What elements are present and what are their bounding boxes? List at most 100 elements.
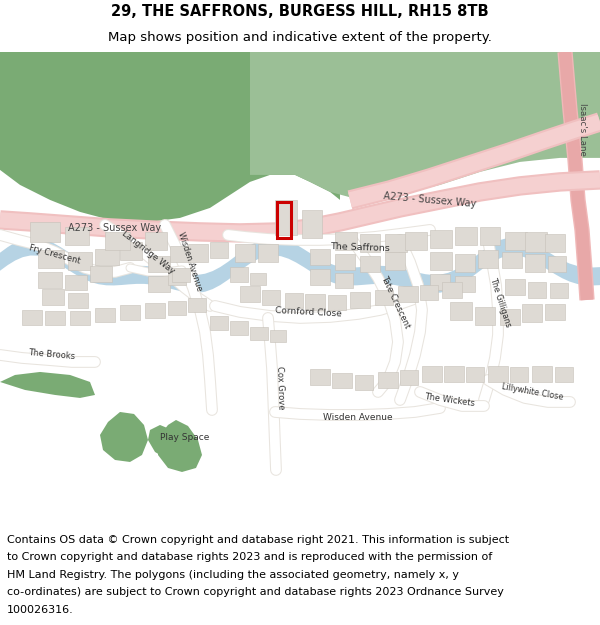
Bar: [350, 292, 370, 308]
Bar: [378, 372, 398, 388]
Bar: [38, 272, 62, 288]
Bar: [210, 316, 228, 330]
Polygon shape: [250, 52, 600, 200]
Polygon shape: [0, 52, 340, 222]
Bar: [65, 275, 87, 290]
Bar: [240, 286, 260, 302]
Bar: [250, 273, 266, 285]
Text: The Brooks: The Brooks: [28, 348, 76, 361]
Bar: [168, 301, 186, 315]
Bar: [262, 290, 280, 305]
Bar: [65, 227, 89, 245]
Bar: [398, 286, 418, 302]
Bar: [550, 283, 568, 298]
Bar: [90, 266, 112, 282]
Bar: [230, 267, 248, 282]
Bar: [95, 308, 115, 322]
Bar: [385, 252, 405, 270]
Bar: [505, 232, 527, 250]
Text: Langridge Way: Langridge Way: [120, 229, 176, 275]
Bar: [305, 294, 325, 310]
Bar: [145, 232, 167, 250]
Bar: [120, 242, 142, 260]
Text: A273 - Sussex Way: A273 - Sussex Way: [383, 191, 477, 209]
Bar: [420, 285, 438, 300]
Bar: [332, 373, 352, 388]
Polygon shape: [100, 412, 148, 462]
Polygon shape: [148, 425, 178, 458]
Bar: [172, 268, 190, 282]
Text: Contains OS data © Crown copyright and database right 2021. This information is : Contains OS data © Crown copyright and d…: [7, 535, 509, 545]
Bar: [145, 303, 165, 318]
Bar: [277, 202, 291, 238]
Bar: [444, 366, 464, 382]
Bar: [466, 367, 484, 382]
Bar: [525, 254, 545, 272]
Bar: [360, 234, 380, 252]
Bar: [42, 289, 64, 305]
Bar: [545, 304, 565, 320]
Bar: [430, 252, 452, 270]
Text: 100026316.: 100026316.: [7, 605, 74, 615]
Text: HM Land Registry. The polygons (including the associated geometry, namely x, y: HM Land Registry. The polygons (includin…: [7, 570, 459, 580]
Bar: [360, 256, 380, 272]
Bar: [532, 366, 552, 382]
Bar: [310, 269, 330, 285]
Bar: [68, 293, 88, 308]
Bar: [168, 270, 186, 285]
Bar: [95, 249, 119, 265]
Bar: [148, 256, 170, 272]
Text: Cornford Close: Cornford Close: [274, 306, 341, 318]
Bar: [450, 302, 472, 320]
Bar: [22, 310, 42, 325]
Bar: [430, 274, 450, 290]
Bar: [188, 298, 206, 312]
Bar: [310, 249, 330, 265]
Bar: [455, 276, 475, 292]
Bar: [455, 227, 477, 245]
Bar: [335, 273, 353, 288]
Bar: [45, 311, 65, 325]
Text: A273 - Sussex Way: A273 - Sussex Way: [68, 223, 161, 233]
Bar: [328, 295, 346, 310]
Bar: [250, 327, 268, 340]
Bar: [545, 234, 565, 252]
Text: Play Space: Play Space: [160, 434, 209, 442]
Bar: [400, 370, 418, 385]
Bar: [105, 232, 130, 250]
Polygon shape: [158, 420, 202, 472]
Text: Wisden Avenue: Wisden Avenue: [176, 231, 204, 292]
Text: Wisden Avenue: Wisden Avenue: [323, 414, 393, 422]
Text: Map shows position and indicative extent of the property.: Map shows position and indicative extent…: [108, 31, 492, 44]
Bar: [210, 242, 228, 258]
Bar: [478, 250, 498, 268]
Bar: [188, 244, 208, 262]
Bar: [70, 311, 90, 325]
Bar: [500, 309, 520, 325]
Polygon shape: [0, 238, 600, 293]
Bar: [422, 366, 442, 382]
Text: The Saffrons: The Saffrons: [330, 242, 390, 254]
Text: 29, THE SAFFRONS, BURGESS HILL, RH15 8TB: 29, THE SAFFRONS, BURGESS HILL, RH15 8TB: [111, 4, 489, 19]
Text: to Crown copyright and database rights 2023 and is reproduced with the permissio: to Crown copyright and database rights 2…: [7, 552, 493, 562]
Bar: [375, 290, 393, 305]
Bar: [442, 282, 462, 298]
Bar: [148, 276, 170, 292]
Bar: [385, 234, 407, 252]
Text: Tate Crescent: Tate Crescent: [379, 274, 411, 330]
Bar: [510, 367, 528, 382]
Bar: [68, 252, 92, 270]
Bar: [258, 244, 278, 262]
Bar: [235, 244, 255, 262]
Bar: [548, 256, 566, 272]
Bar: [502, 252, 522, 268]
Bar: [455, 254, 475, 272]
Text: The Wickets: The Wickets: [424, 392, 476, 408]
Bar: [355, 375, 373, 390]
Bar: [335, 254, 355, 270]
Bar: [285, 293, 303, 308]
Bar: [302, 210, 322, 238]
Bar: [270, 330, 286, 342]
Bar: [170, 246, 190, 262]
Bar: [120, 305, 140, 320]
